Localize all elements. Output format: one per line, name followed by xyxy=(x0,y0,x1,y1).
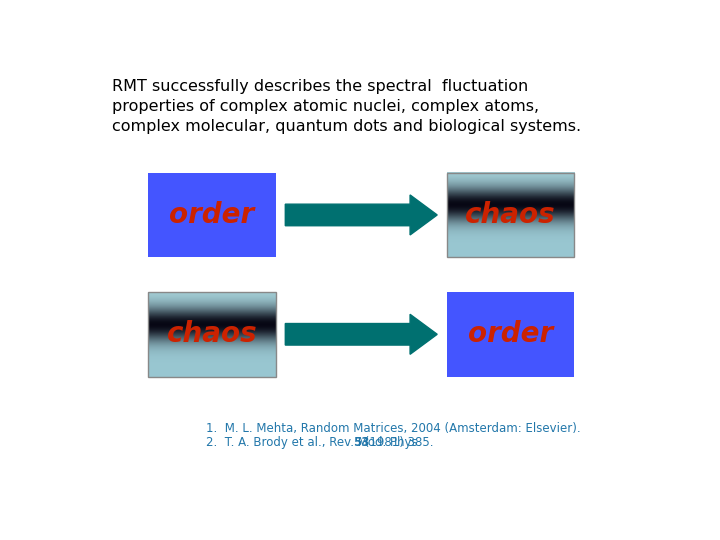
Text: 53: 53 xyxy=(354,436,370,449)
Text: order: order xyxy=(468,320,553,348)
Text: order: order xyxy=(169,201,255,229)
Bar xyxy=(148,292,276,377)
Text: 2.  T. A. Brody et al., Rev. Mod. Phys.: 2. T. A. Brody et al., Rev. Mod. Phys. xyxy=(206,436,426,449)
Text: 1.  M. L. Mehta, Random Matrices, 2004 (Amsterdam: Elsevier).: 1. M. L. Mehta, Random Matrices, 2004 (A… xyxy=(206,422,581,435)
FancyArrow shape xyxy=(285,314,437,354)
Bar xyxy=(148,173,276,257)
Text: (1981) 385.: (1981) 385. xyxy=(361,436,433,449)
Bar xyxy=(446,173,575,257)
FancyArrow shape xyxy=(285,195,437,235)
Bar xyxy=(446,292,575,377)
Text: chaos: chaos xyxy=(465,201,556,229)
Text: RMT successfully describes the spectral  fluctuation
properties of complex atomi: RMT successfully describes the spectral … xyxy=(112,79,581,134)
Text: chaos: chaos xyxy=(167,320,257,348)
